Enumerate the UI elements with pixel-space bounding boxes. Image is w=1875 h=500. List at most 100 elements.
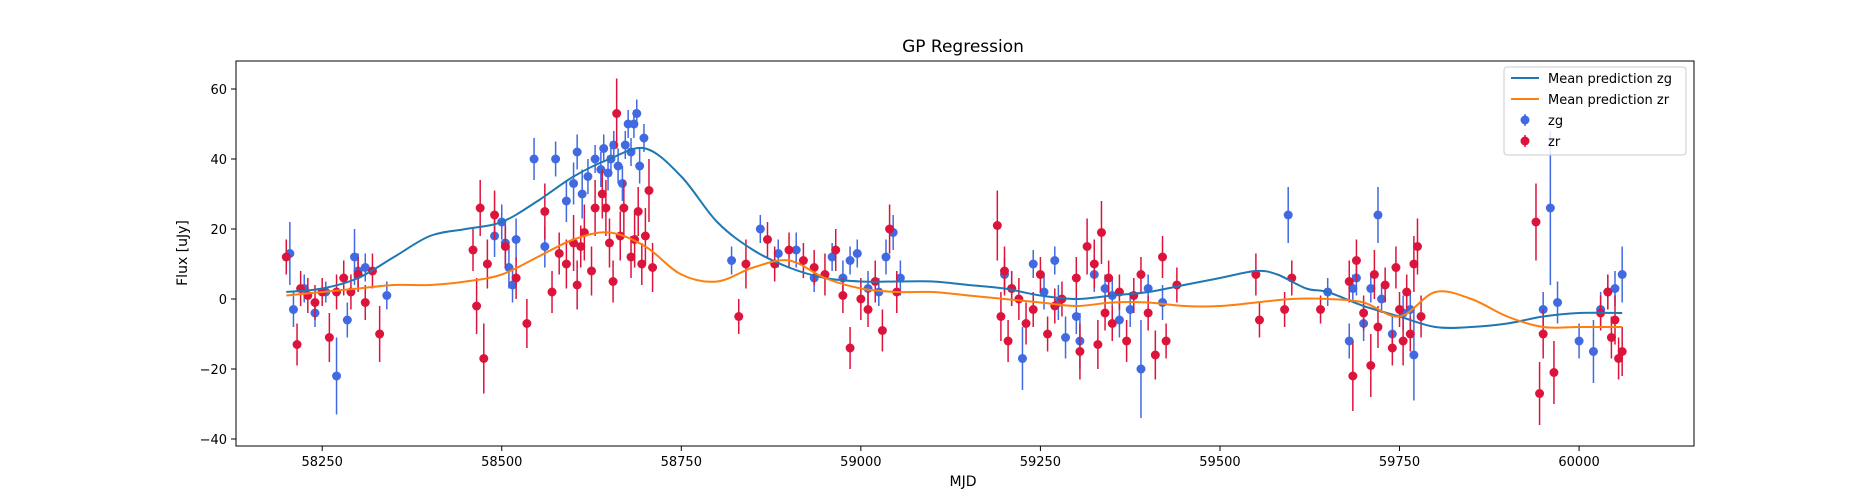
data-point-zg (773, 249, 783, 258)
data-point-zr (1409, 259, 1419, 269)
legend-box (1503, 66, 1687, 156)
y-tick-label: 40 (210, 153, 227, 168)
data-point-zr (1405, 329, 1415, 339)
data-point-zr (587, 266, 597, 276)
data-point-zr (1143, 308, 1153, 318)
data-point-zr (375, 329, 385, 339)
y-tick-label: −20 (200, 363, 227, 378)
x-tick-label: 58500 (481, 455, 522, 470)
data-point-zr (540, 207, 550, 216)
data-point-zg (1373, 210, 1383, 220)
data-point-zg (583, 172, 593, 181)
data-point-zr (798, 256, 808, 265)
data-point-zg (635, 161, 645, 171)
data-point-zg (895, 273, 905, 283)
data-point-zg (827, 252, 837, 262)
chart-title: GP Regression (902, 37, 1024, 57)
data-point-zg (1574, 336, 1584, 346)
data-point-zr (339, 273, 349, 283)
data-point-zr (479, 354, 489, 363)
data-point-zg (1409, 350, 1419, 360)
data-point-zr (1280, 305, 1290, 314)
legend-swatch-zr-points (1520, 136, 1530, 146)
data-point-zr (482, 259, 492, 269)
data-point-zg (572, 147, 582, 157)
data-point-zr (590, 203, 600, 213)
data-point-zg (596, 165, 606, 174)
data-point-zr (992, 221, 1002, 230)
data-point-zg (791, 245, 801, 255)
data-point-zr (1416, 312, 1426, 321)
data-point-zr (838, 291, 848, 300)
data-point-zr (490, 210, 500, 220)
data-point-zg (1071, 312, 1081, 321)
data-point-zr (1380, 280, 1390, 290)
mean-prediction-zg-line (286, 146, 1623, 329)
data-point-zr (809, 263, 819, 272)
data-point-zr (1096, 228, 1106, 237)
y-tick-label: −40 (200, 433, 227, 448)
data-point-zg (1377, 294, 1387, 304)
x-axis-ticks: 58250 58500 58750 59000 59250 59500 59750 60000 (302, 446, 1600, 470)
data-point-zr (522, 319, 532, 328)
x-tick-label: 59750 (1379, 455, 1420, 470)
data-point-zr (996, 312, 1006, 321)
y-tick-label: 60 (210, 83, 227, 98)
data-point-zr (1014, 294, 1024, 304)
data-point-zr (885, 224, 895, 234)
lines-layer (286, 146, 1623, 329)
data-point-zr (1412, 242, 1422, 251)
data-point-zr (619, 203, 629, 213)
data-point-zr (856, 294, 866, 304)
data-point-zg (1028, 259, 1038, 269)
data-point-zg (613, 161, 623, 171)
data-point-zr (604, 238, 614, 248)
data-point-zr (762, 235, 772, 244)
data-point-zg (511, 235, 521, 244)
data-point-zr (1402, 287, 1412, 297)
y-axis-label: Flux [uJy] (175, 220, 191, 286)
data-point-zr (845, 343, 855, 353)
data-point-zr (1254, 315, 1264, 325)
data-point-zr (1531, 217, 1541, 227)
data-point-zr (1000, 266, 1010, 276)
data-point-zr (1089, 259, 1099, 269)
data-point-zr (1093, 340, 1103, 349)
data-point-zr (572, 280, 582, 290)
data-point-zg (620, 140, 630, 150)
legend: Mean prediction zg Mean prediction zr zg… (1503, 66, 1687, 156)
data-point-zg (599, 144, 609, 153)
data-point-zr (1075, 347, 1085, 356)
data-point-zr (601, 203, 611, 213)
data-point-zr (633, 207, 643, 216)
data-point-zg (1588, 347, 1598, 356)
data-point-zr (1136, 270, 1146, 279)
data-point-zr (784, 245, 794, 255)
data-point-zr (1107, 319, 1117, 328)
data-point-zr (640, 231, 650, 241)
data-point-zr (1344, 277, 1354, 286)
data-point-zr (1003, 336, 1013, 346)
data-point-zr (332, 287, 342, 297)
data-point-zr (1351, 256, 1361, 265)
data-point-zr (576, 242, 586, 251)
y-axis-ticks: −40 −20 0 20 40 60 (200, 83, 236, 448)
data-point-zg (561, 196, 571, 206)
data-point-zr (1549, 368, 1559, 377)
data-point-zg (1100, 284, 1110, 293)
data-point-zg (639, 133, 649, 143)
data-point-zr (547, 287, 557, 297)
data-point-zr (637, 259, 647, 269)
data-point-zr (475, 203, 485, 213)
data-point-zg (508, 280, 518, 290)
data-point-zr (1617, 347, 1627, 356)
data-point-zr (1150, 350, 1160, 360)
data-point-zr (608, 277, 618, 286)
data-point-zr (612, 109, 622, 118)
data-point-zr (1316, 305, 1326, 314)
data-point-zg (1125, 305, 1135, 314)
data-point-zr (561, 259, 571, 269)
data-point-zg (350, 252, 360, 262)
data-point-zg (1348, 284, 1358, 293)
